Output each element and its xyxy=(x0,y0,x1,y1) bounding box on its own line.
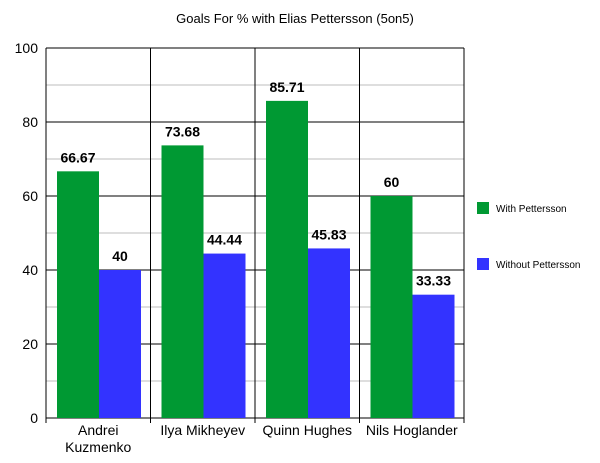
data-label: 60 xyxy=(384,174,400,190)
data-label: 44.44 xyxy=(207,232,242,248)
legend-swatch xyxy=(477,258,489,270)
bars xyxy=(57,100,455,419)
bar-without-0 xyxy=(99,270,141,418)
bar-without-3 xyxy=(412,294,455,418)
data-labels: 66.67 40 73.68 44.44 85.71 45.83 60 33.33 xyxy=(60,79,451,289)
x-tick-label: Quinn Hughes xyxy=(262,422,352,438)
y-tick-label: 40 xyxy=(22,262,38,278)
x-tick-label: Ilya Mikheyev xyxy=(160,422,245,438)
legend-label: Without Pettersson xyxy=(496,260,580,271)
y-tick-label: 60 xyxy=(22,188,38,204)
legend: With Pettersson Without Pettersson xyxy=(477,202,580,271)
legend-swatch xyxy=(477,202,489,214)
legend-label: With Pettersson xyxy=(496,204,567,215)
grid xyxy=(45,47,465,419)
bar-without-2 xyxy=(308,248,350,418)
data-label: 33.33 xyxy=(416,273,451,289)
y-tick-label: 80 xyxy=(22,114,38,130)
bar-with-1 xyxy=(161,145,204,418)
y-tick-label: 100 xyxy=(15,40,39,56)
bar-with-2 xyxy=(266,100,308,419)
y-tick-label: 20 xyxy=(22,336,38,352)
x-tick-label: Kuzmenko xyxy=(65,439,131,455)
x-tick-label: Nils Hoglander xyxy=(366,422,458,438)
data-label: 66.67 xyxy=(60,149,95,165)
chart-title: Goals For % with Elias Pettersson (5on5) xyxy=(176,11,414,26)
data-label: 73.68 xyxy=(165,123,200,139)
x-tick-label: Andrei xyxy=(78,422,118,438)
y-tick-label: 0 xyxy=(30,410,38,426)
data-label: 45.83 xyxy=(311,226,346,242)
bar-without-1 xyxy=(203,253,246,418)
data-label: 85.71 xyxy=(269,79,304,95)
bar-with-0 xyxy=(57,171,99,418)
bar-with-3 xyxy=(370,196,413,418)
data-label: 40 xyxy=(112,248,128,264)
